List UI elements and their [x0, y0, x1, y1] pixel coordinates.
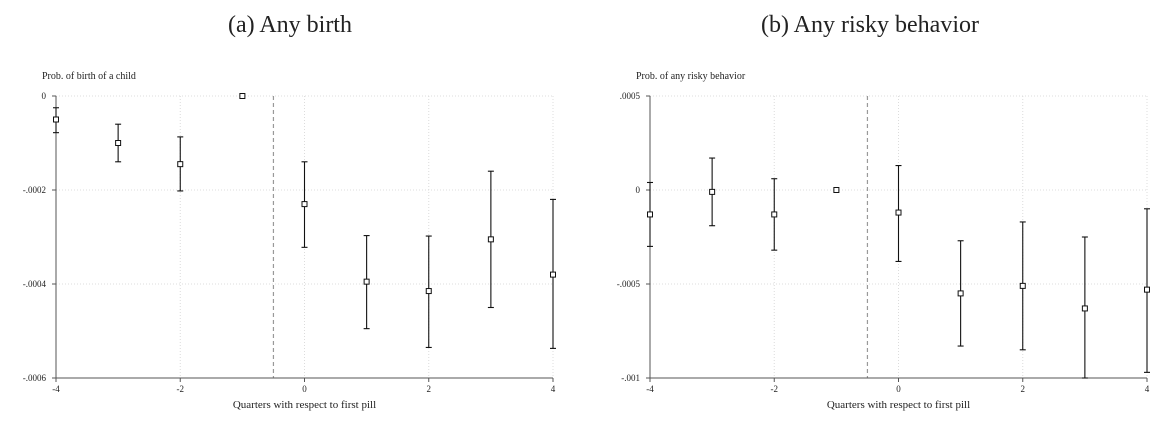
y-tick-label: -.0002: [23, 185, 46, 195]
chart-any-risky-behavior: .0005 0 -.0005 -.001 -4 -2 0 2 4 Prob. of any ris…: [617, 71, 1150, 411]
y-tick-label: -.0005: [617, 279, 641, 289]
data-point: [1144, 286, 1150, 293]
y-tick-label: -.0004: [23, 279, 47, 289]
data-point: [709, 188, 716, 195]
data-point: [53, 116, 59, 123]
data-point: [487, 236, 494, 243]
data-point: [833, 187, 840, 193]
x-tick-label: -4: [646, 384, 654, 394]
data-point: [301, 201, 308, 208]
data-point: [1081, 305, 1088, 312]
y-tick-label: 0: [636, 185, 641, 195]
data-point: [550, 271, 556, 278]
data-point: [363, 278, 370, 285]
data-point: [115, 140, 122, 146]
x-tick-label: 0: [302, 384, 307, 394]
x-axis-label: Quarters with respect to first pill: [827, 399, 970, 411]
data-point: [647, 211, 653, 218]
panel-a-title: (a) Any birth: [228, 12, 352, 38]
x-tick-label: 2: [1021, 384, 1026, 394]
x-axis-label: Quarters with respect to first pill: [233, 399, 376, 411]
x-tick-label: 4: [551, 384, 556, 394]
data-point: [895, 209, 902, 216]
x-tick-label: 2: [427, 384, 432, 394]
data-point: [239, 93, 246, 99]
x-tick-label: -2: [177, 384, 185, 394]
y-tick-label: 0: [42, 91, 47, 101]
x-tick-label: 4: [1145, 384, 1150, 394]
x-tick-label: -2: [771, 384, 779, 394]
chart-any-birth: 0 -.0002 -.0004 -.0006 -4 -2 0 2 4 Prob. of birth…: [23, 71, 556, 411]
y-tick-label: -.001: [621, 373, 640, 383]
data-point: [425, 288, 432, 295]
data-point: [177, 161, 184, 168]
data-point: [771, 211, 778, 218]
x-tick-label: -4: [52, 384, 60, 394]
x-tick-label: 0: [896, 384, 901, 394]
y-axis-label: Prob. of birth of a child: [42, 71, 136, 82]
y-tick-label: -.0006: [23, 373, 47, 383]
y-axis-label: Prob. of any risky behavior: [636, 71, 746, 82]
data-point: [1019, 282, 1026, 289]
y-tick-label: .0005: [620, 91, 641, 101]
panel-b-title: (b) Any risky behavior: [761, 12, 979, 38]
data-point: [957, 290, 964, 297]
